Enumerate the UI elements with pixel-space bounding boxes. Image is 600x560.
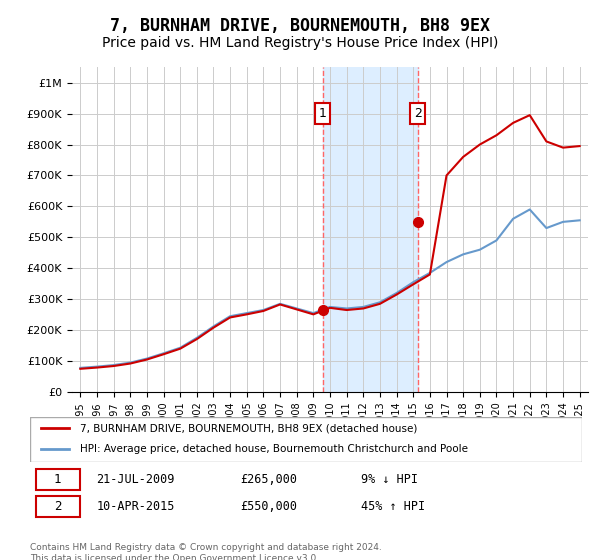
FancyBboxPatch shape: [30, 417, 582, 462]
Text: 45% ↑ HPI: 45% ↑ HPI: [361, 500, 425, 513]
Text: £550,000: £550,000: [240, 500, 297, 513]
Text: 1: 1: [54, 473, 61, 486]
Bar: [323, 67, 418, 392]
Text: Contains HM Land Registry data © Crown copyright and database right 2024.
This d: Contains HM Land Registry data © Crown c…: [30, 543, 382, 560]
Text: 2: 2: [54, 500, 61, 513]
FancyBboxPatch shape: [35, 469, 80, 489]
Text: 2: 2: [414, 107, 422, 120]
FancyBboxPatch shape: [35, 496, 80, 517]
Text: 21-JUL-2009: 21-JUL-2009: [96, 473, 175, 486]
Text: 10-APR-2015: 10-APR-2015: [96, 500, 175, 513]
Text: Price paid vs. HM Land Registry's House Price Index (HPI): Price paid vs. HM Land Registry's House …: [102, 36, 498, 50]
Text: £265,000: £265,000: [240, 473, 297, 486]
Text: 1: 1: [319, 107, 326, 120]
Text: HPI: Average price, detached house, Bournemouth Christchurch and Poole: HPI: Average price, detached house, Bour…: [80, 444, 467, 454]
Text: 9% ↓ HPI: 9% ↓ HPI: [361, 473, 418, 486]
Text: 7, BURNHAM DRIVE, BOURNEMOUTH, BH8 9EX (detached house): 7, BURNHAM DRIVE, BOURNEMOUTH, BH8 9EX (…: [80, 423, 417, 433]
Text: 7, BURNHAM DRIVE, BOURNEMOUTH, BH8 9EX: 7, BURNHAM DRIVE, BOURNEMOUTH, BH8 9EX: [110, 17, 490, 35]
